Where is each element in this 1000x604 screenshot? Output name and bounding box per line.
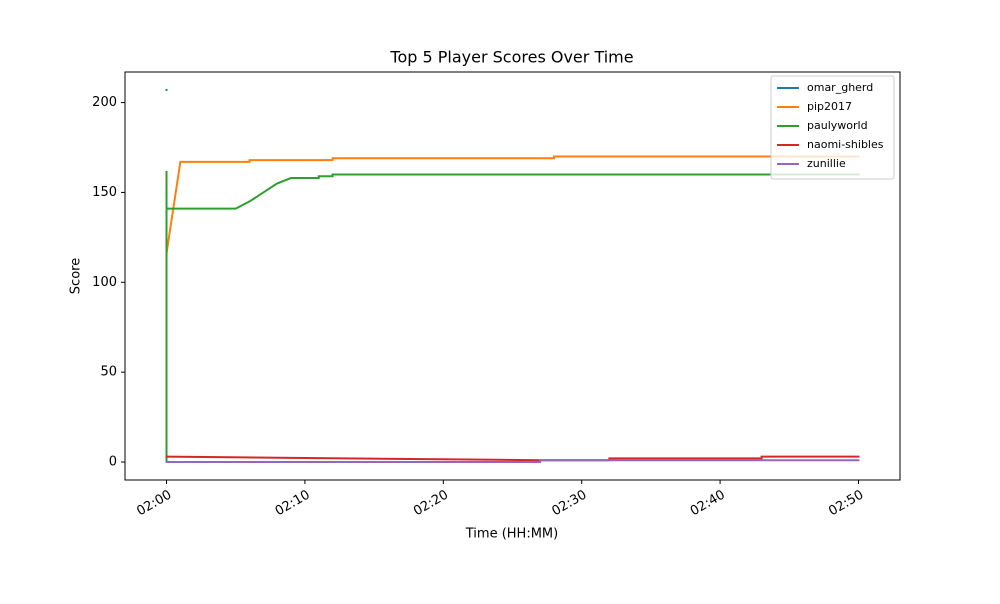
legend-label: pip2017	[807, 100, 852, 113]
legend: omar_gherd pip2017 paulyworld naomi-shibles…	[770, 75, 895, 180]
legend-label: paulyworld	[807, 119, 868, 132]
series-line	[165, 170, 860, 464]
y-tick-label: 150	[92, 185, 117, 200]
y-tick-label: 50	[100, 365, 117, 380]
legend-label: naomi-shibles	[807, 138, 884, 151]
y-axis-label: Score	[69, 258, 84, 294]
legend-label: omar_gherd	[807, 81, 873, 94]
series-line	[165, 459, 860, 464]
legend-label: zunillie	[807, 157, 846, 170]
y-tick-label: 100	[92, 275, 117, 290]
legend-box	[770, 75, 895, 180]
x-axis-label: Time (HH:MM)	[465, 527, 558, 542]
chart-title: Top 5 Player Scores Over Time	[389, 48, 633, 67]
plot-frame	[124, 71, 901, 481]
y-tick-label: 200	[92, 95, 117, 110]
y-tick-label: 0	[109, 455, 117, 470]
